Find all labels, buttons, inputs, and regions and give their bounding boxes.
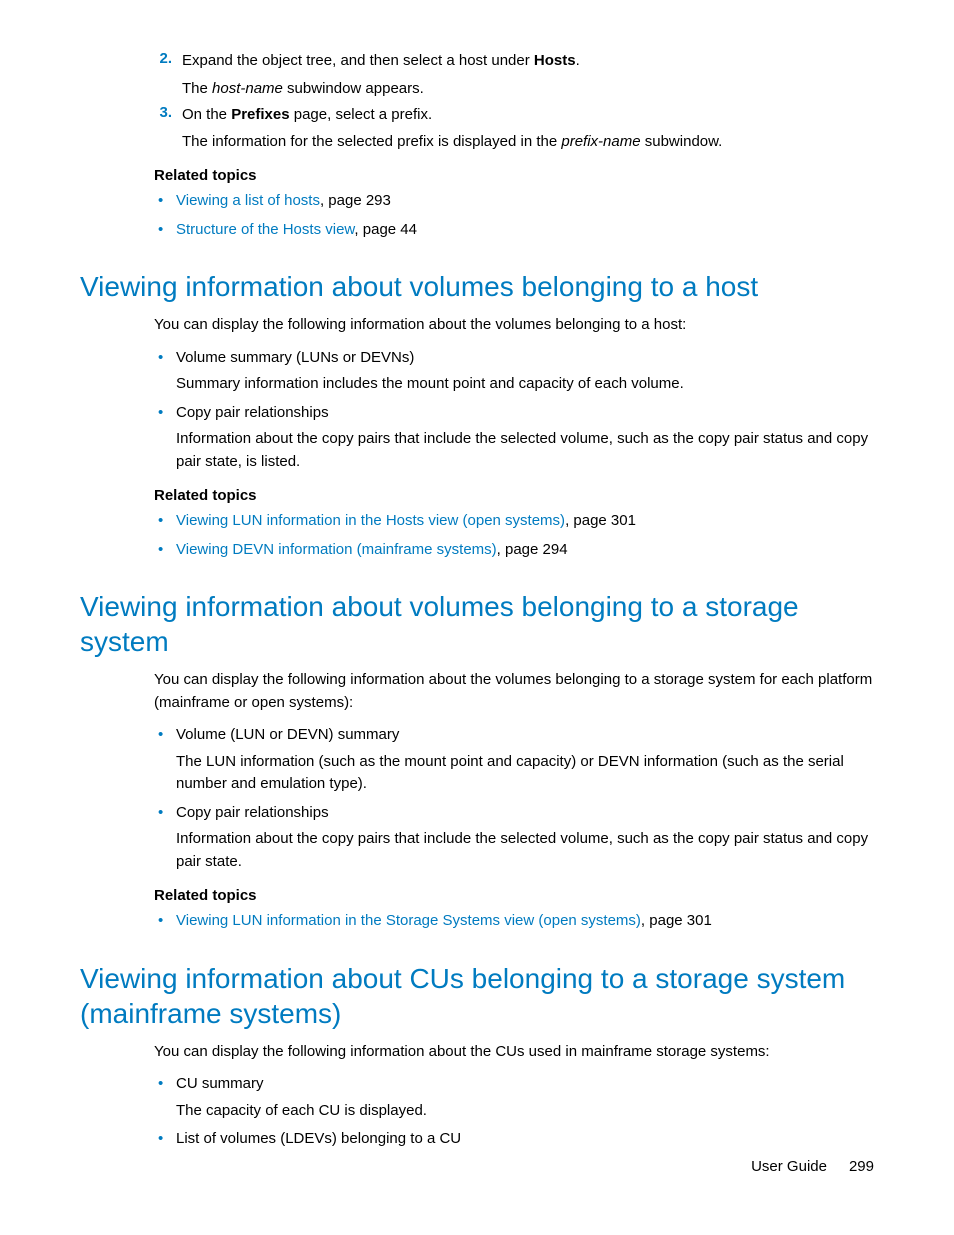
bullet-desc: Information about the copy pairs that in… — [176, 428, 874, 473]
related-topic-link[interactable]: Viewing a list of hosts — [176, 192, 320, 209]
document-page: 2. Expand the object tree, and then sele… — [0, 0, 954, 1235]
step-number: 3. — [154, 104, 182, 154]
sub-italic: host-name — [212, 80, 283, 97]
step-list: 2. Expand the object tree, and then sele… — [154, 50, 874, 153]
step-text-pre: On the — [182, 106, 231, 123]
footer-label: User Guide — [751, 1158, 827, 1175]
related-topics-list: Viewing a list of hosts, page 293 Struct… — [154, 190, 874, 241]
bullet-item: Volume (LUN or DEVN) summary The LUN inf… — [154, 724, 874, 796]
related-topic-item: Viewing DEVN information (mainframe syst… — [154, 539, 874, 562]
related-topic-suffix: , page 294 — [497, 541, 568, 558]
step-text-pre: Expand the object tree, and then select … — [182, 52, 534, 69]
step-body: Expand the object tree, and then select … — [182, 50, 874, 100]
related-topic-link[interactable]: Viewing LUN information in the Storage S… — [176, 912, 641, 929]
related-topic-item: Viewing LUN information in the Hosts vie… — [154, 510, 874, 533]
step-item-3: 3. On the Prefixes page, select a prefix… — [154, 104, 874, 154]
step-text-post: . — [576, 52, 580, 69]
sub-italic: prefix-name — [561, 133, 640, 150]
bullet-desc: The LUN information (such as the mount p… — [176, 751, 874, 796]
related-topic-link[interactable]: Structure of the Hosts view — [176, 221, 354, 238]
section-heading-volumes-host: Viewing information about volumes belong… — [80, 269, 874, 304]
bullet-item: List of volumes (LDEVs) belonging to a C… — [154, 1128, 874, 1151]
bullet-item: Volume summary (LUNs or DEVNs) Summary i… — [154, 347, 874, 396]
bullet-title: CU summary — [176, 1075, 264, 1092]
page-footer: User Guide 299 — [751, 1158, 874, 1175]
bullet-title: Volume summary (LUNs or DEVNs) — [176, 349, 414, 366]
step-subtext: The information for the selected prefix … — [182, 131, 874, 153]
bullet-item: Copy pair relationships Information abou… — [154, 802, 874, 874]
section-intro: You can display the following informatio… — [154, 1041, 874, 1064]
bullet-desc: Information about the copy pairs that in… — [176, 828, 874, 873]
section-body: You can display the following informatio… — [154, 1041, 874, 1151]
section-body: You can display the following informatio… — [154, 314, 874, 561]
related-topics-heading: Related topics — [154, 167, 874, 184]
sub-pre: The — [182, 80, 212, 97]
step-body: On the Prefixes page, select a prefix. T… — [182, 104, 874, 154]
bullet-title: Copy pair relationships — [176, 404, 329, 421]
related-topic-suffix: , page 44 — [354, 221, 417, 238]
bullet-title: Volume (LUN or DEVN) summary — [176, 726, 399, 743]
step-subtext: The host-name subwindow appears. — [182, 78, 874, 100]
bullet-desc: The capacity of each CU is displayed. — [176, 1100, 874, 1123]
section-bullets: CU summary The capacity of each CU is di… — [154, 1073, 874, 1151]
step-bold: Prefixes — [231, 106, 289, 123]
related-topic-item: Viewing a list of hosts, page 293 — [154, 190, 874, 213]
step-item-2: 2. Expand the object tree, and then sele… — [154, 50, 874, 100]
related-topic-link[interactable]: Viewing LUN information in the Hosts vie… — [176, 512, 565, 529]
related-topic-link[interactable]: Viewing DEVN information (mainframe syst… — [176, 541, 497, 558]
bullet-title: List of volumes (LDEVs) belonging to a C… — [176, 1130, 461, 1147]
bullet-title: Copy pair relationships — [176, 804, 329, 821]
sub-post: subwindow. — [641, 133, 723, 150]
bullet-item: CU summary The capacity of each CU is di… — [154, 1073, 874, 1122]
bullet-desc: Summary information includes the mount p… — [176, 373, 874, 396]
section-heading-cus-storage: Viewing information about CUs belonging … — [80, 961, 874, 1031]
step-number: 2. — [154, 50, 182, 100]
related-topics-block: Related topics Viewing a list of hosts, … — [154, 167, 874, 241]
step-bold: Hosts — [534, 52, 576, 69]
bullet-item: Copy pair relationships Information abou… — [154, 402, 874, 474]
related-topic-suffix: , page 293 — [320, 192, 391, 209]
section-heading-volumes-storage: Viewing information about volumes belong… — [80, 589, 874, 659]
footer-page-number: 299 — [849, 1158, 874, 1175]
related-topic-item: Viewing LUN information in the Storage S… — [154, 910, 874, 933]
related-topics-list: Viewing LUN information in the Storage S… — [154, 910, 874, 933]
section-intro: You can display the following informatio… — [154, 669, 874, 714]
section-body: You can display the following informatio… — [154, 669, 874, 933]
related-topics-heading: Related topics — [154, 487, 874, 504]
sub-post: subwindow appears. — [283, 80, 424, 97]
related-topic-suffix: , page 301 — [565, 512, 636, 529]
related-topic-suffix: , page 301 — [641, 912, 712, 929]
related-topics-list: Viewing LUN information in the Hosts vie… — [154, 510, 874, 561]
sub-pre: The information for the selected prefix … — [182, 133, 561, 150]
section-bullets: Volume (LUN or DEVN) summary The LUN inf… — [154, 724, 874, 873]
section-intro: You can display the following informatio… — [154, 314, 874, 337]
related-topic-item: Structure of the Hosts view, page 44 — [154, 219, 874, 242]
related-topics-heading: Related topics — [154, 887, 874, 904]
step-text-post: page, select a prefix. — [290, 106, 433, 123]
section-bullets: Volume summary (LUNs or DEVNs) Summary i… — [154, 347, 874, 474]
